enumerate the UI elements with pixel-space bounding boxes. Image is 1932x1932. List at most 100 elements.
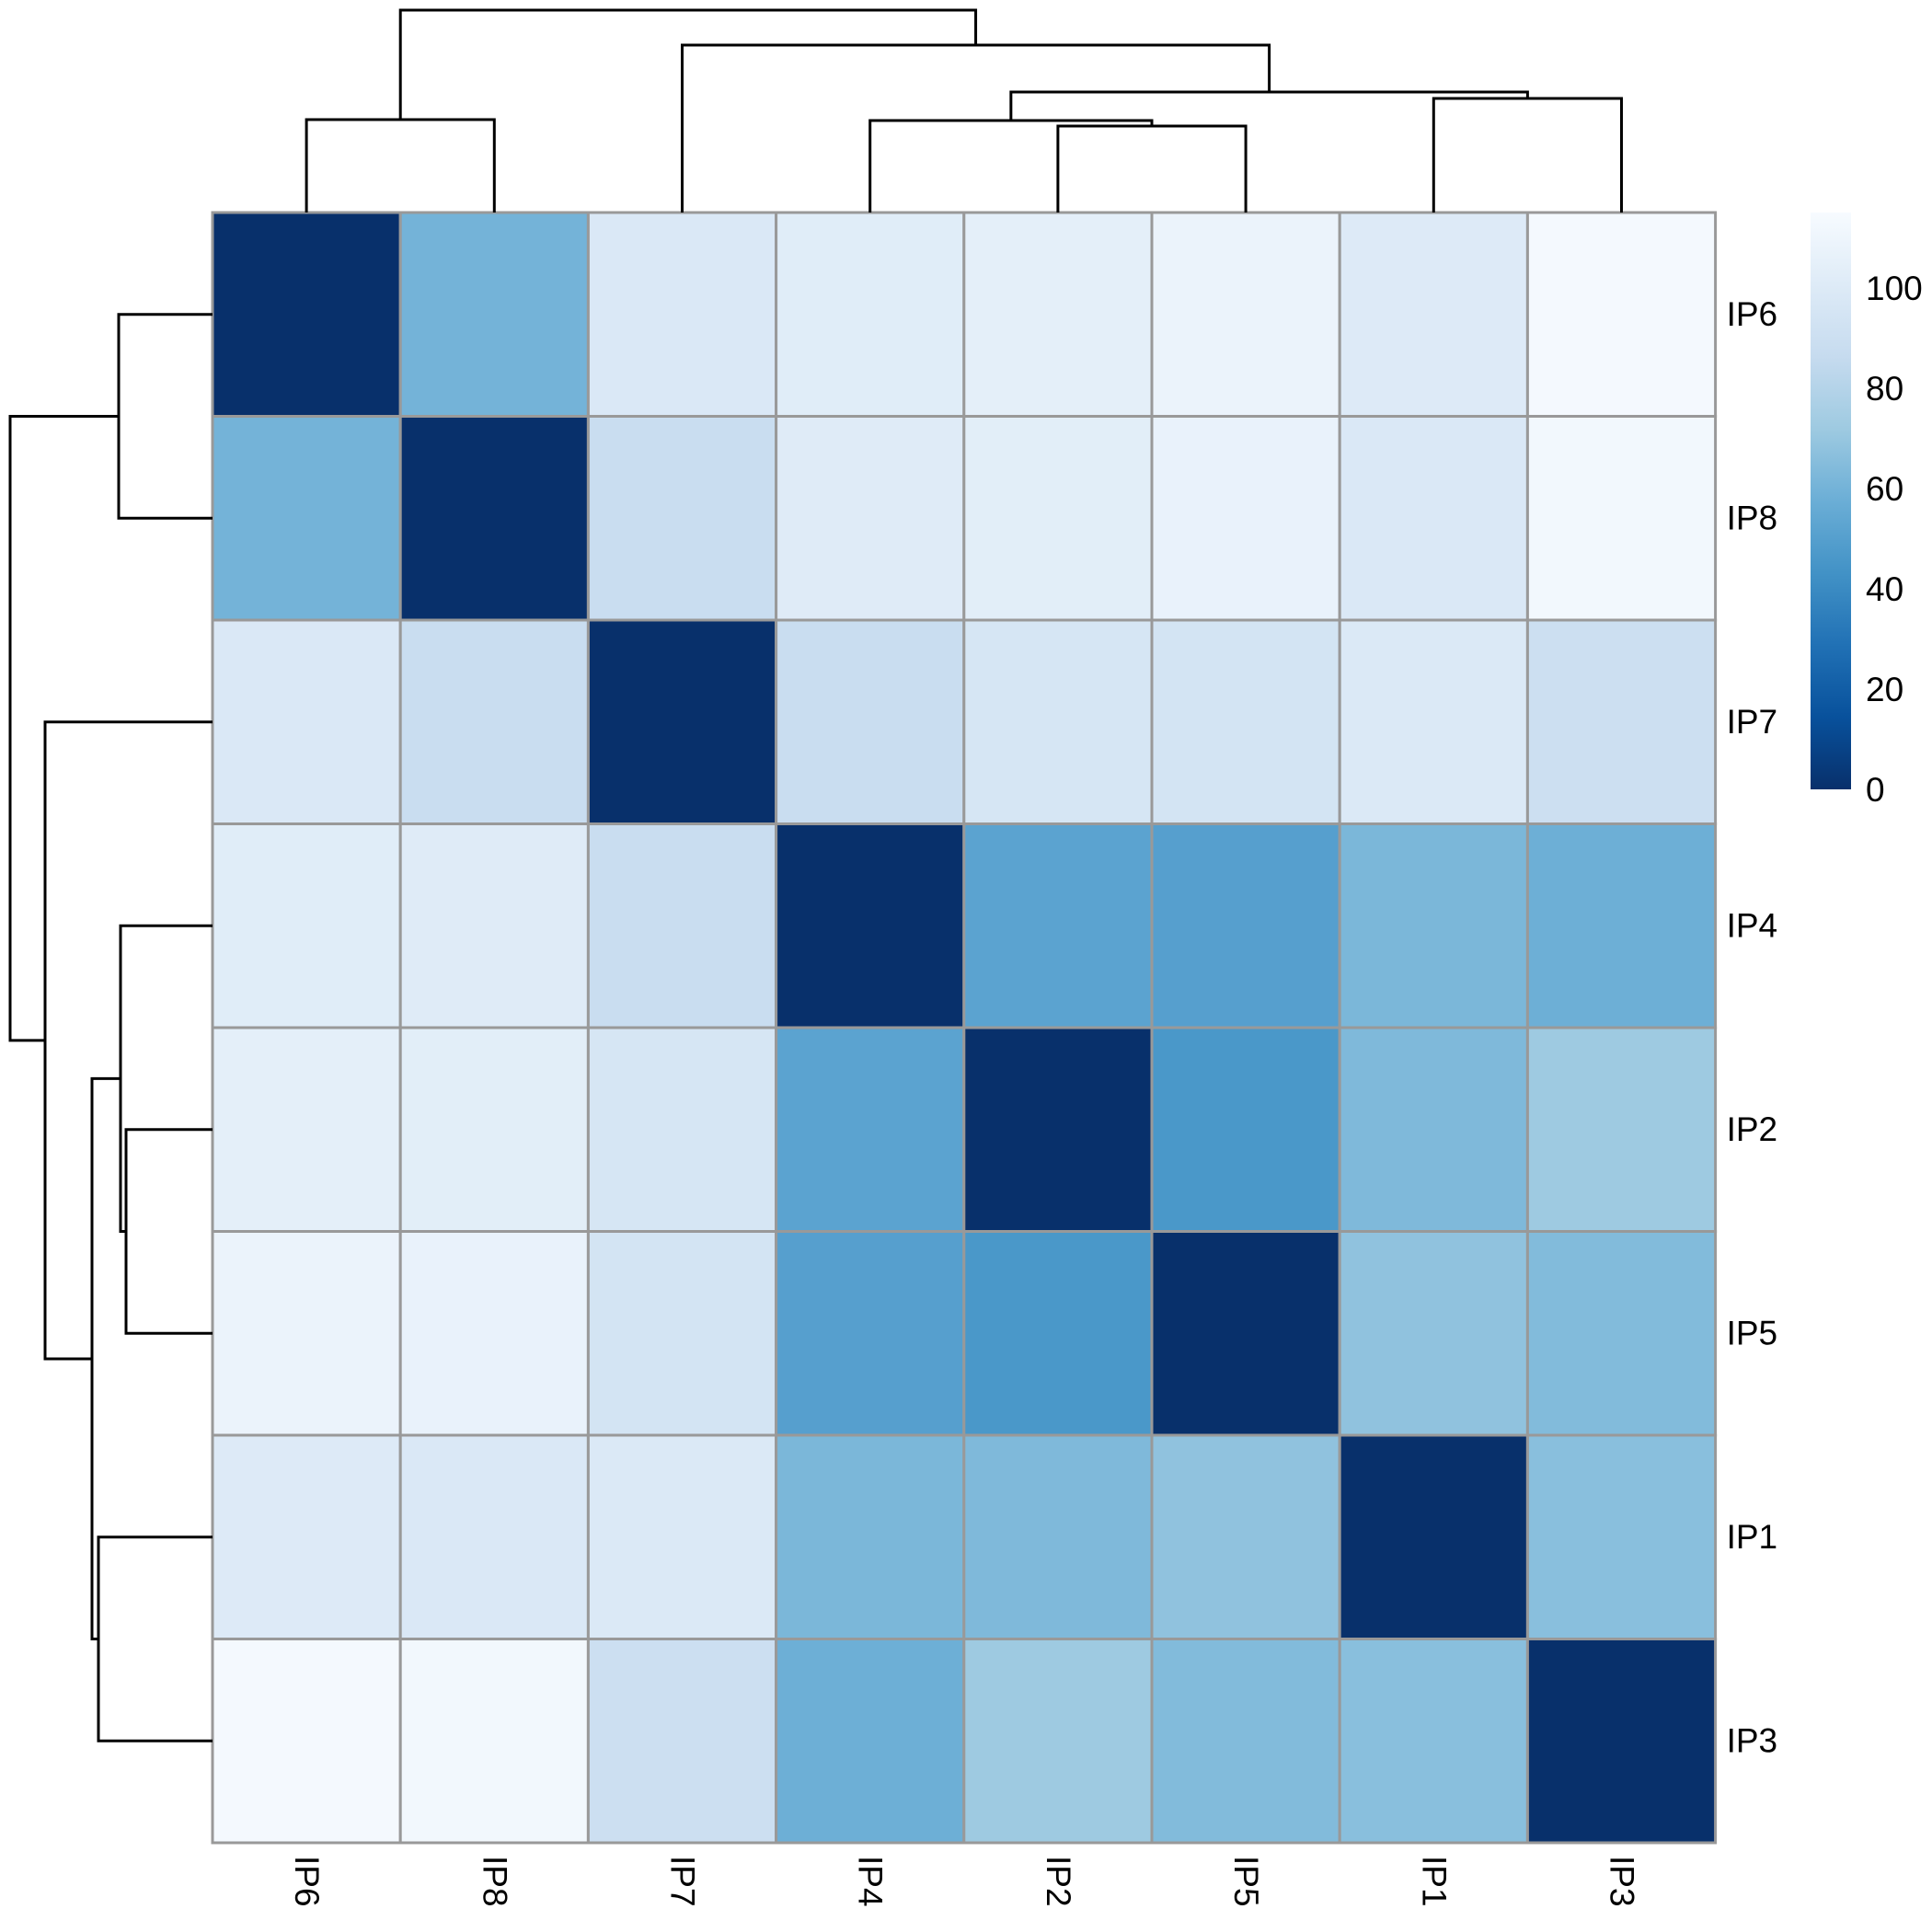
color-legend-tick-label: 100 (1866, 270, 1923, 307)
heatmap-cell-IP3-IP4 (775, 1638, 966, 1845)
column-labels: IP6 IP8 IP7 IP4 IP2 IP5 IP1 IP3 (288, 1856, 1640, 1907)
heatmap-cell-IP7-IP1 (1338, 618, 1529, 825)
color-legend-bar (1811, 213, 1851, 789)
heatmap-cell-IP8-IP7 (586, 415, 778, 622)
column-label-ip7: IP7 (664, 1856, 702, 1907)
heatmap-cell-IP4-IP2 (962, 822, 1154, 1029)
heatmap-cell-IP4-IP8 (398, 822, 590, 1029)
heatmap-cell-IP4-IP5 (1150, 822, 1341, 1029)
color-legend-tick-label: 0 (1866, 771, 1885, 809)
heatmap-cell-IP2-IP1 (1338, 1026, 1529, 1233)
row-label-ip1: IP1 (1727, 1518, 1778, 1556)
heatmap-cell-IP5-IP2 (962, 1230, 1154, 1437)
row-label-ip8: IP8 (1727, 499, 1778, 536)
heatmap-cell-IP4-IP1 (1338, 822, 1529, 1029)
heatmap-cell-IP6-IP5 (1150, 211, 1341, 418)
heatmap-cell-IP4-IP6 (211, 822, 402, 1029)
row-labels: IP6 IP8 IP7 IP4 IP2 IP5 IP1 IP3 (1727, 295, 1778, 1760)
heatmap-cell-IP5-IP4 (775, 1230, 966, 1437)
heatmap-cell-IP8-IP2 (962, 415, 1154, 622)
column-label-ip1: IP1 (1415, 1856, 1453, 1907)
row-dendrogram-branch-6 (8, 415, 119, 1042)
heatmap-cell-IP7-IP6 (211, 618, 402, 825)
heatmap-cell-IP1-IP8 (398, 1433, 590, 1640)
column-label-ip6: IP6 (288, 1856, 326, 1907)
heatmap-cell-IP1-IP3 (1525, 1433, 1718, 1640)
color-legend-tick-label: 40 (1866, 570, 1903, 608)
heatmap-cell-IP3-IP8 (398, 1638, 590, 1845)
heatmap-cell-IP6-IP6 (211, 211, 402, 418)
column-dendrogram-branch-1 (1056, 124, 1248, 213)
heatmap-cell-IP2-IP2 (962, 1026, 1154, 1233)
heatmap-cell-IP2-IP5 (1150, 1026, 1341, 1233)
heatmap-cell-IP2-IP6 (211, 1026, 402, 1233)
heatmap-cell-IP5-IP1 (1338, 1230, 1529, 1437)
row-dendrogram-branch-0 (117, 313, 213, 520)
column-label-ip8: IP8 (476, 1856, 513, 1907)
color-legend-tick-label: 20 (1866, 671, 1903, 708)
heatmap-cell-IP5-IP7 (586, 1230, 778, 1437)
row-dendrogram-branch-3 (97, 1535, 213, 1742)
heatmap-cell-IP3-IP5 (1150, 1638, 1341, 1845)
heatmap-cell-IP5-IP3 (1525, 1230, 1718, 1437)
column-dendrogram-branch-0 (305, 118, 496, 213)
row-label-ip6: IP6 (1727, 295, 1778, 333)
column-dendrogram-branch-6 (398, 8, 978, 120)
column-label-ip5: IP5 (1227, 1856, 1265, 1907)
heatmap-cell-IP7-IP2 (962, 618, 1154, 825)
heatmap-cell-IP2-IP8 (398, 1026, 590, 1233)
row-dendrogram-branch-1 (124, 1128, 213, 1335)
column-dendrogram (305, 8, 1623, 213)
heatmap-cell-IP1-IP6 (211, 1433, 402, 1640)
heatmap-cell-IP1-IP2 (962, 1433, 1154, 1640)
heatmap-cell-IP6-IP2 (962, 211, 1154, 418)
heatmap-cell-IP8-IP4 (775, 415, 966, 622)
row-dendrogram-branch-2 (119, 924, 213, 1233)
color-legend-tick-label: 80 (1866, 370, 1903, 408)
heatmap-cell-IP6-IP7 (586, 211, 778, 418)
heatmap-cell-IP4-IP7 (586, 822, 778, 1029)
column-label-ip4: IP4 (852, 1856, 890, 1907)
heatmap-cell-IP6-IP8 (398, 211, 590, 418)
column-label-ip2: IP2 (1040, 1856, 1077, 1907)
row-dendrogram-branch-5 (43, 720, 213, 1361)
row-label-ip3: IP3 (1727, 1721, 1778, 1759)
heatmap-cell-IP2-IP4 (775, 1026, 966, 1233)
heatmap-cell-IP3-IP1 (1338, 1638, 1529, 1845)
heatmap-cell-IP6-IP1 (1338, 211, 1529, 418)
heatmap-cell-IP1-IP5 (1150, 1433, 1341, 1640)
heatmap-cell-IP7-IP4 (775, 618, 966, 825)
heatmap-cell-IP7-IP7 (586, 618, 778, 825)
row-label-ip7: IP7 (1727, 703, 1778, 741)
column-label-ip3: IP3 (1604, 1856, 1641, 1907)
heatmap-cell-IP7-IP3 (1525, 618, 1718, 825)
row-dendrogram-branch-4 (90, 1076, 121, 1640)
heatmap-cell-IP5-IP6 (211, 1230, 402, 1437)
heatmap-cell-IP4-IP4 (775, 822, 966, 1029)
column-dendrogram-branch-5 (681, 43, 1271, 213)
color-legend: 0 20 40 60 80 100 (1811, 213, 1923, 809)
row-label-ip2: IP2 (1727, 1110, 1778, 1148)
row-label-ip5: IP5 (1727, 1314, 1778, 1351)
row-label-ip4: IP4 (1727, 906, 1778, 944)
heatmap-cell-IP3-IP7 (586, 1638, 778, 1845)
heatmap-cell-IP2-IP7 (586, 1026, 778, 1233)
heatmap-cell-IP5-IP5 (1150, 1230, 1341, 1437)
heatmap-cell-IP5-IP8 (398, 1230, 590, 1437)
heatmap-cells (211, 211, 1718, 1845)
heatmap-cell-IP7-IP8 (398, 618, 590, 825)
heatmap-cell-IP1-IP1 (1338, 1433, 1529, 1640)
heatmap-cell-IP8-IP6 (211, 415, 402, 622)
heatmap-cell-IP6-IP4 (775, 211, 966, 418)
row-dendrogram (8, 313, 213, 1742)
heatmap-cell-IP8-IP3 (1525, 415, 1718, 622)
heatmap-cell-IP3-IP3 (1525, 1638, 1718, 1845)
heatmap-cell-IP7-IP5 (1150, 618, 1341, 825)
heatmap-cell-IP8-IP1 (1338, 415, 1529, 622)
column-dendrogram-branch-2 (868, 119, 1154, 213)
heatmap-cell-IP3-IP6 (211, 1638, 402, 1845)
color-legend-tick-label: 60 (1866, 470, 1903, 508)
heatmap-cell-IP4-IP3 (1525, 822, 1718, 1029)
heatmap-cell-IP3-IP2 (962, 1638, 1154, 1845)
